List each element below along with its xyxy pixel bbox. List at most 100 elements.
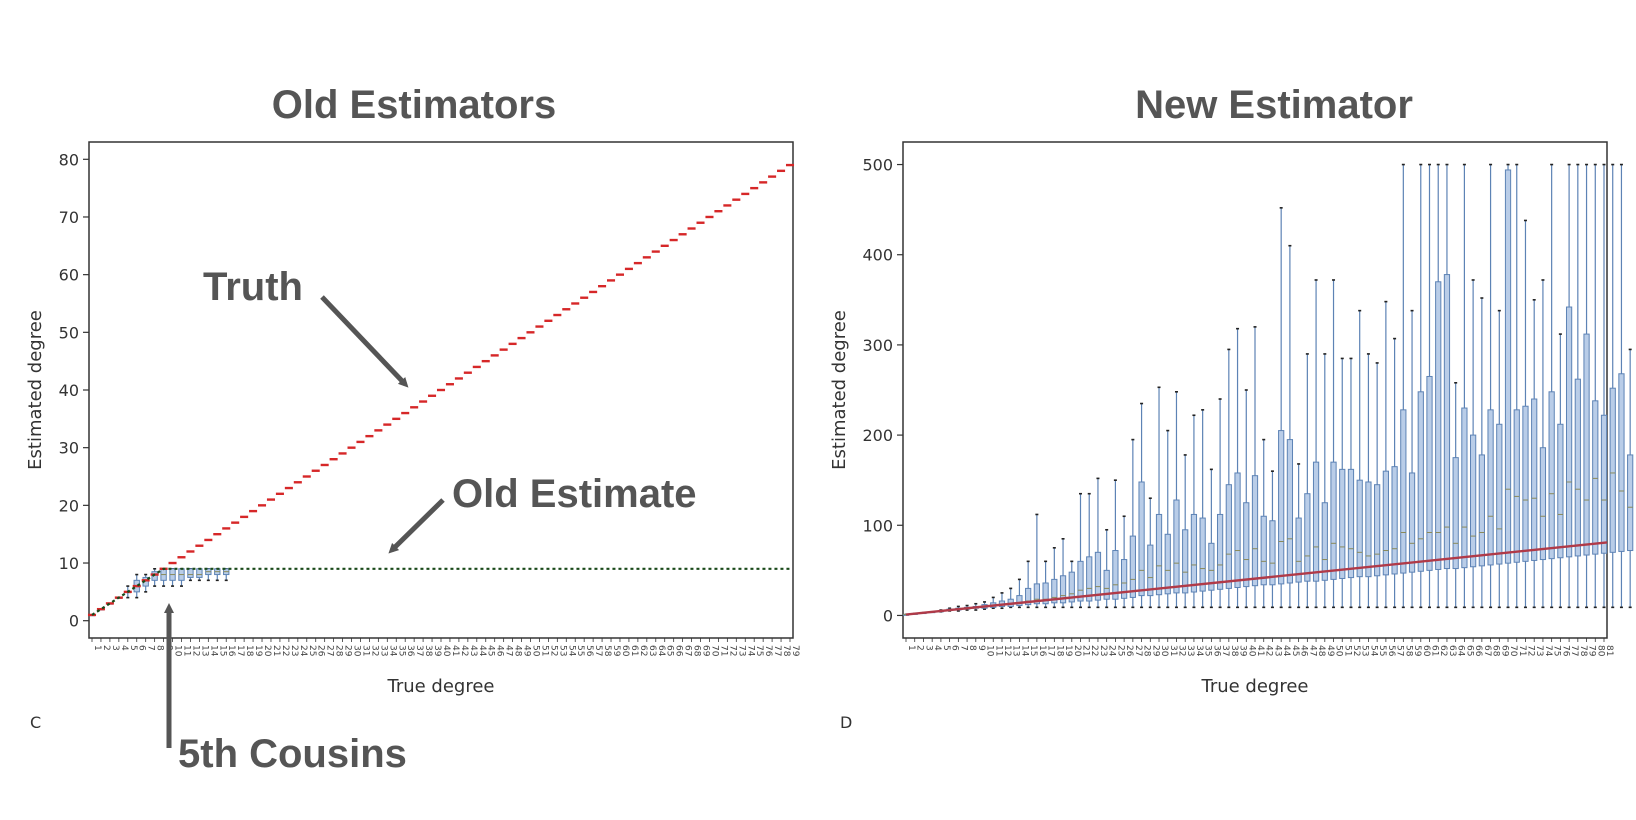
box-plot bbox=[1278, 207, 1285, 609]
box-body bbox=[1426, 375, 1433, 571]
box-plot bbox=[1077, 492, 1084, 609]
y-tick-label: 200 bbox=[862, 426, 893, 445]
box-plot bbox=[1400, 163, 1407, 609]
x-tick-label: 21 bbox=[271, 645, 281, 656]
x-tick-label: 64 bbox=[1456, 645, 1466, 657]
x-tick-label: 14 bbox=[1019, 645, 1029, 657]
box-body bbox=[1077, 560, 1084, 602]
x-tick-label: 33 bbox=[1185, 645, 1195, 656]
x-tick-label: 62 bbox=[1438, 645, 1448, 656]
x-tick-label: 33 bbox=[378, 645, 388, 656]
x-tick-label: 56 bbox=[1386, 645, 1396, 657]
x-tick-label: 34 bbox=[1194, 645, 1204, 657]
box-body bbox=[1033, 583, 1040, 605]
x-tick-label: 57 bbox=[593, 645, 603, 656]
x-tick-label: 22 bbox=[1089, 645, 1099, 656]
box-body bbox=[1059, 575, 1067, 604]
x-tick-label: 15 bbox=[217, 645, 227, 656]
x-tick-label: 40 bbox=[441, 645, 451, 657]
x-tick-label: 8 bbox=[155, 645, 165, 651]
box-plot bbox=[1025, 560, 1032, 609]
x-tick-label: 55 bbox=[575, 645, 585, 656]
box-body bbox=[1478, 454, 1485, 567]
box-plot bbox=[1216, 398, 1224, 609]
box-plot bbox=[1225, 348, 1232, 609]
x-tick-label: 43 bbox=[1272, 645, 1282, 656]
x-tick-label: 11 bbox=[181, 645, 191, 656]
box-plot bbox=[1592, 163, 1599, 609]
box-plot bbox=[1417, 163, 1424, 609]
box-plot bbox=[1129, 438, 1136, 609]
x-tick-label: 57 bbox=[1395, 645, 1405, 656]
x-tick-label: 55 bbox=[1377, 645, 1387, 656]
box-body bbox=[1391, 466, 1398, 575]
box-body bbox=[1504, 169, 1512, 564]
x-tick-label: 78 bbox=[781, 645, 791, 657]
x-tick-label: 76 bbox=[1560, 645, 1570, 657]
x-tick-label: 56 bbox=[584, 645, 594, 657]
box-plot bbox=[1627, 348, 1634, 609]
box-plot bbox=[1330, 279, 1337, 609]
x-tick-label: 40 bbox=[1246, 645, 1256, 657]
x-tick-label: 79 bbox=[790, 645, 800, 657]
y-tick-label: 30 bbox=[59, 439, 79, 458]
y-tick-label: 100 bbox=[862, 516, 893, 535]
box-plot bbox=[223, 567, 230, 582]
panel-label-d: D bbox=[840, 713, 852, 732]
x-tick-label: 54 bbox=[1368, 645, 1378, 657]
fifth-cousins-annotation: 5th Cousins bbox=[178, 732, 407, 776]
x-tick-label: 63 bbox=[647, 645, 657, 656]
box-plot bbox=[1164, 429, 1171, 609]
x-tick-label: 61 bbox=[629, 645, 639, 656]
box-plot bbox=[1068, 560, 1075, 609]
x-tick-label: 37 bbox=[414, 645, 424, 656]
box-body bbox=[1112, 550, 1119, 600]
x-tick-label: 18 bbox=[1054, 645, 1064, 657]
box-body bbox=[1016, 595, 1023, 607]
box-plot bbox=[1557, 333, 1564, 609]
x-tick-label: 65 bbox=[1464, 645, 1474, 656]
box-body bbox=[1461, 407, 1468, 569]
new-estimator-x-ticks: 1234567891011121314151617181920212223242… bbox=[905, 638, 1614, 657]
box-plot bbox=[1408, 309, 1416, 609]
box-body bbox=[1382, 470, 1389, 576]
x-tick-label: 3 bbox=[110, 645, 120, 651]
x-tick-label: 10 bbox=[985, 645, 995, 657]
box-body bbox=[1513, 409, 1520, 563]
x-tick-label: 35 bbox=[396, 645, 406, 656]
box-plot bbox=[1190, 414, 1198, 609]
x-tick-label: 59 bbox=[1412, 645, 1422, 657]
x-tick-label: 71 bbox=[718, 645, 728, 656]
x-tick-label: 66 bbox=[674, 645, 684, 657]
x-tick-label: 39 bbox=[1238, 645, 1248, 657]
box-body bbox=[1199, 517, 1206, 592]
x-tick-label: 39 bbox=[432, 645, 442, 657]
x-tick-label: 73 bbox=[736, 645, 746, 656]
box-body bbox=[1251, 475, 1259, 587]
x-tick-label: 64 bbox=[656, 645, 666, 657]
box-body bbox=[1408, 472, 1416, 573]
old-estimate-arrow bbox=[388, 498, 445, 554]
box-plot bbox=[1356, 309, 1363, 609]
x-tick-label: 49 bbox=[1325, 645, 1335, 657]
box-plot bbox=[1565, 163, 1573, 609]
old-estimators-marks bbox=[87, 163, 795, 617]
x-tick-label: 44 bbox=[477, 645, 487, 657]
box-body bbox=[1347, 468, 1355, 579]
box-plot bbox=[1260, 438, 1267, 609]
box-plot bbox=[1522, 219, 1529, 609]
x-tick-label: 60 bbox=[620, 645, 630, 657]
x-tick-label: 46 bbox=[495, 645, 505, 657]
box-plot bbox=[1103, 528, 1110, 609]
x-tick-label: 73 bbox=[1534, 645, 1544, 656]
box-plot bbox=[1286, 244, 1294, 609]
box-body bbox=[1164, 533, 1171, 595]
box-plot bbox=[1208, 468, 1215, 609]
box-plot bbox=[1173, 391, 1180, 609]
x-tick-label: 53 bbox=[1360, 645, 1370, 656]
box-plot bbox=[187, 567, 194, 582]
x-tick-label: 72 bbox=[1525, 645, 1535, 656]
x-tick-label: 61 bbox=[1430, 645, 1440, 656]
box-body bbox=[1443, 274, 1451, 570]
truth-annotation: Truth bbox=[203, 265, 303, 309]
